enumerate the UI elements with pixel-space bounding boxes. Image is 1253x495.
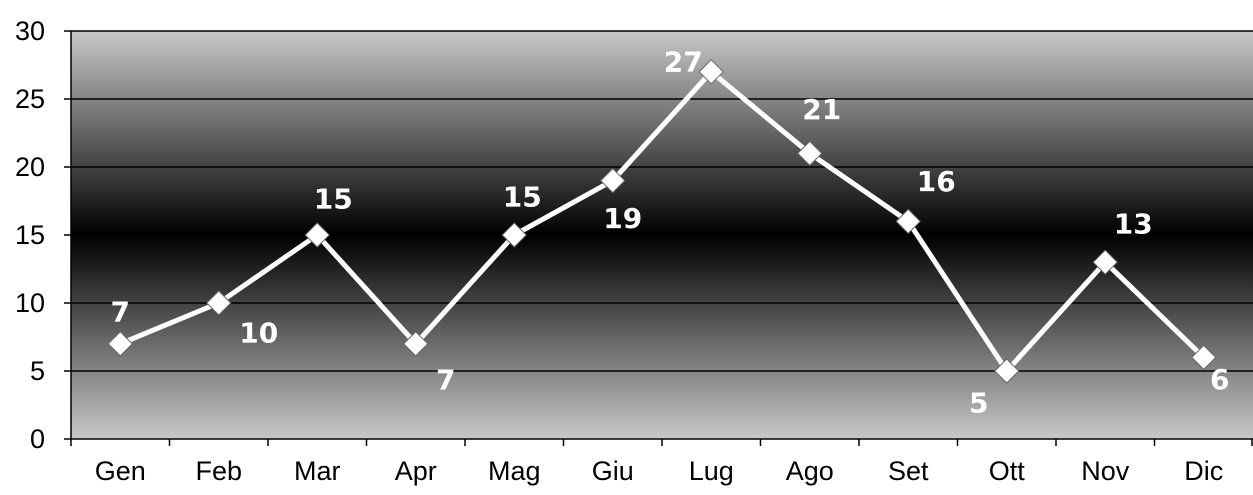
data-point-marker <box>797 140 823 167</box>
x-tick-label: Giu <box>592 456 634 486</box>
data-label: 16 <box>917 165 956 198</box>
data-label: 13 <box>1114 208 1153 241</box>
y-tick-label: 30 <box>15 16 45 46</box>
data-point-marker <box>994 358 1020 384</box>
data-label: 15 <box>503 181 542 214</box>
x-tick-label: Mag <box>488 456 541 486</box>
data-label: 19 <box>603 202 642 235</box>
x-tick-labels: Gen Feb Mar Apr Mag Giu Lug Ago Set Ott Nov Dic <box>95 456 1224 486</box>
data-label: 6 <box>1210 363 1229 396</box>
data-point-marker <box>403 331 429 357</box>
axes <box>64 30 1253 446</box>
data-point-marker <box>501 222 527 248</box>
x-tick-label: Gen <box>95 456 146 486</box>
data-point-marker <box>895 208 921 235</box>
y-tick-labels: 0 5 10 15 20 25 30 <box>15 16 45 454</box>
series-line-path <box>119 69 1206 374</box>
data-label: 21 <box>802 93 841 126</box>
data-label: 27 <box>664 45 703 78</box>
data-label: 10 <box>239 317 278 350</box>
x-tick-label: Lug <box>689 456 734 486</box>
y-tick-label: 10 <box>15 288 45 318</box>
y-tick-label: 5 <box>30 356 45 386</box>
data-point-marker <box>107 331 133 357</box>
data-label: 5 <box>969 387 988 420</box>
series-line <box>119 69 1206 374</box>
x-tick-label: Apr <box>395 456 437 486</box>
x-tick-label: Ott <box>989 456 1026 486</box>
x-tick-label: Mar <box>294 456 341 486</box>
data-point-marker <box>1191 344 1217 371</box>
data-labels: 7 10 15 7 15 19 27 21 16 5 13 6 <box>111 45 1230 419</box>
x-tick-label: Dic <box>1184 456 1223 486</box>
data-point-marker <box>304 222 330 248</box>
data-label: 7 <box>111 295 130 328</box>
data-point-marker <box>1092 249 1118 275</box>
gridlines <box>71 30 1253 372</box>
data-label: 7 <box>436 363 455 396</box>
x-tick-label: Ago <box>786 456 834 486</box>
x-tick-label: Nov <box>1081 456 1130 486</box>
data-label: 15 <box>314 183 353 216</box>
y-tick-label: 20 <box>15 152 45 182</box>
data-point-marker <box>600 167 626 194</box>
x-tick-label: Feb <box>195 456 242 486</box>
y-tick-label: 0 <box>30 424 45 454</box>
y-tick-label: 25 <box>15 84 45 114</box>
series-markers <box>107 59 1217 384</box>
y-tick-label: 15 <box>15 220 45 250</box>
x-tick-label: Set <box>888 456 929 486</box>
data-point-marker <box>698 59 724 85</box>
data-point-marker <box>206 290 232 316</box>
